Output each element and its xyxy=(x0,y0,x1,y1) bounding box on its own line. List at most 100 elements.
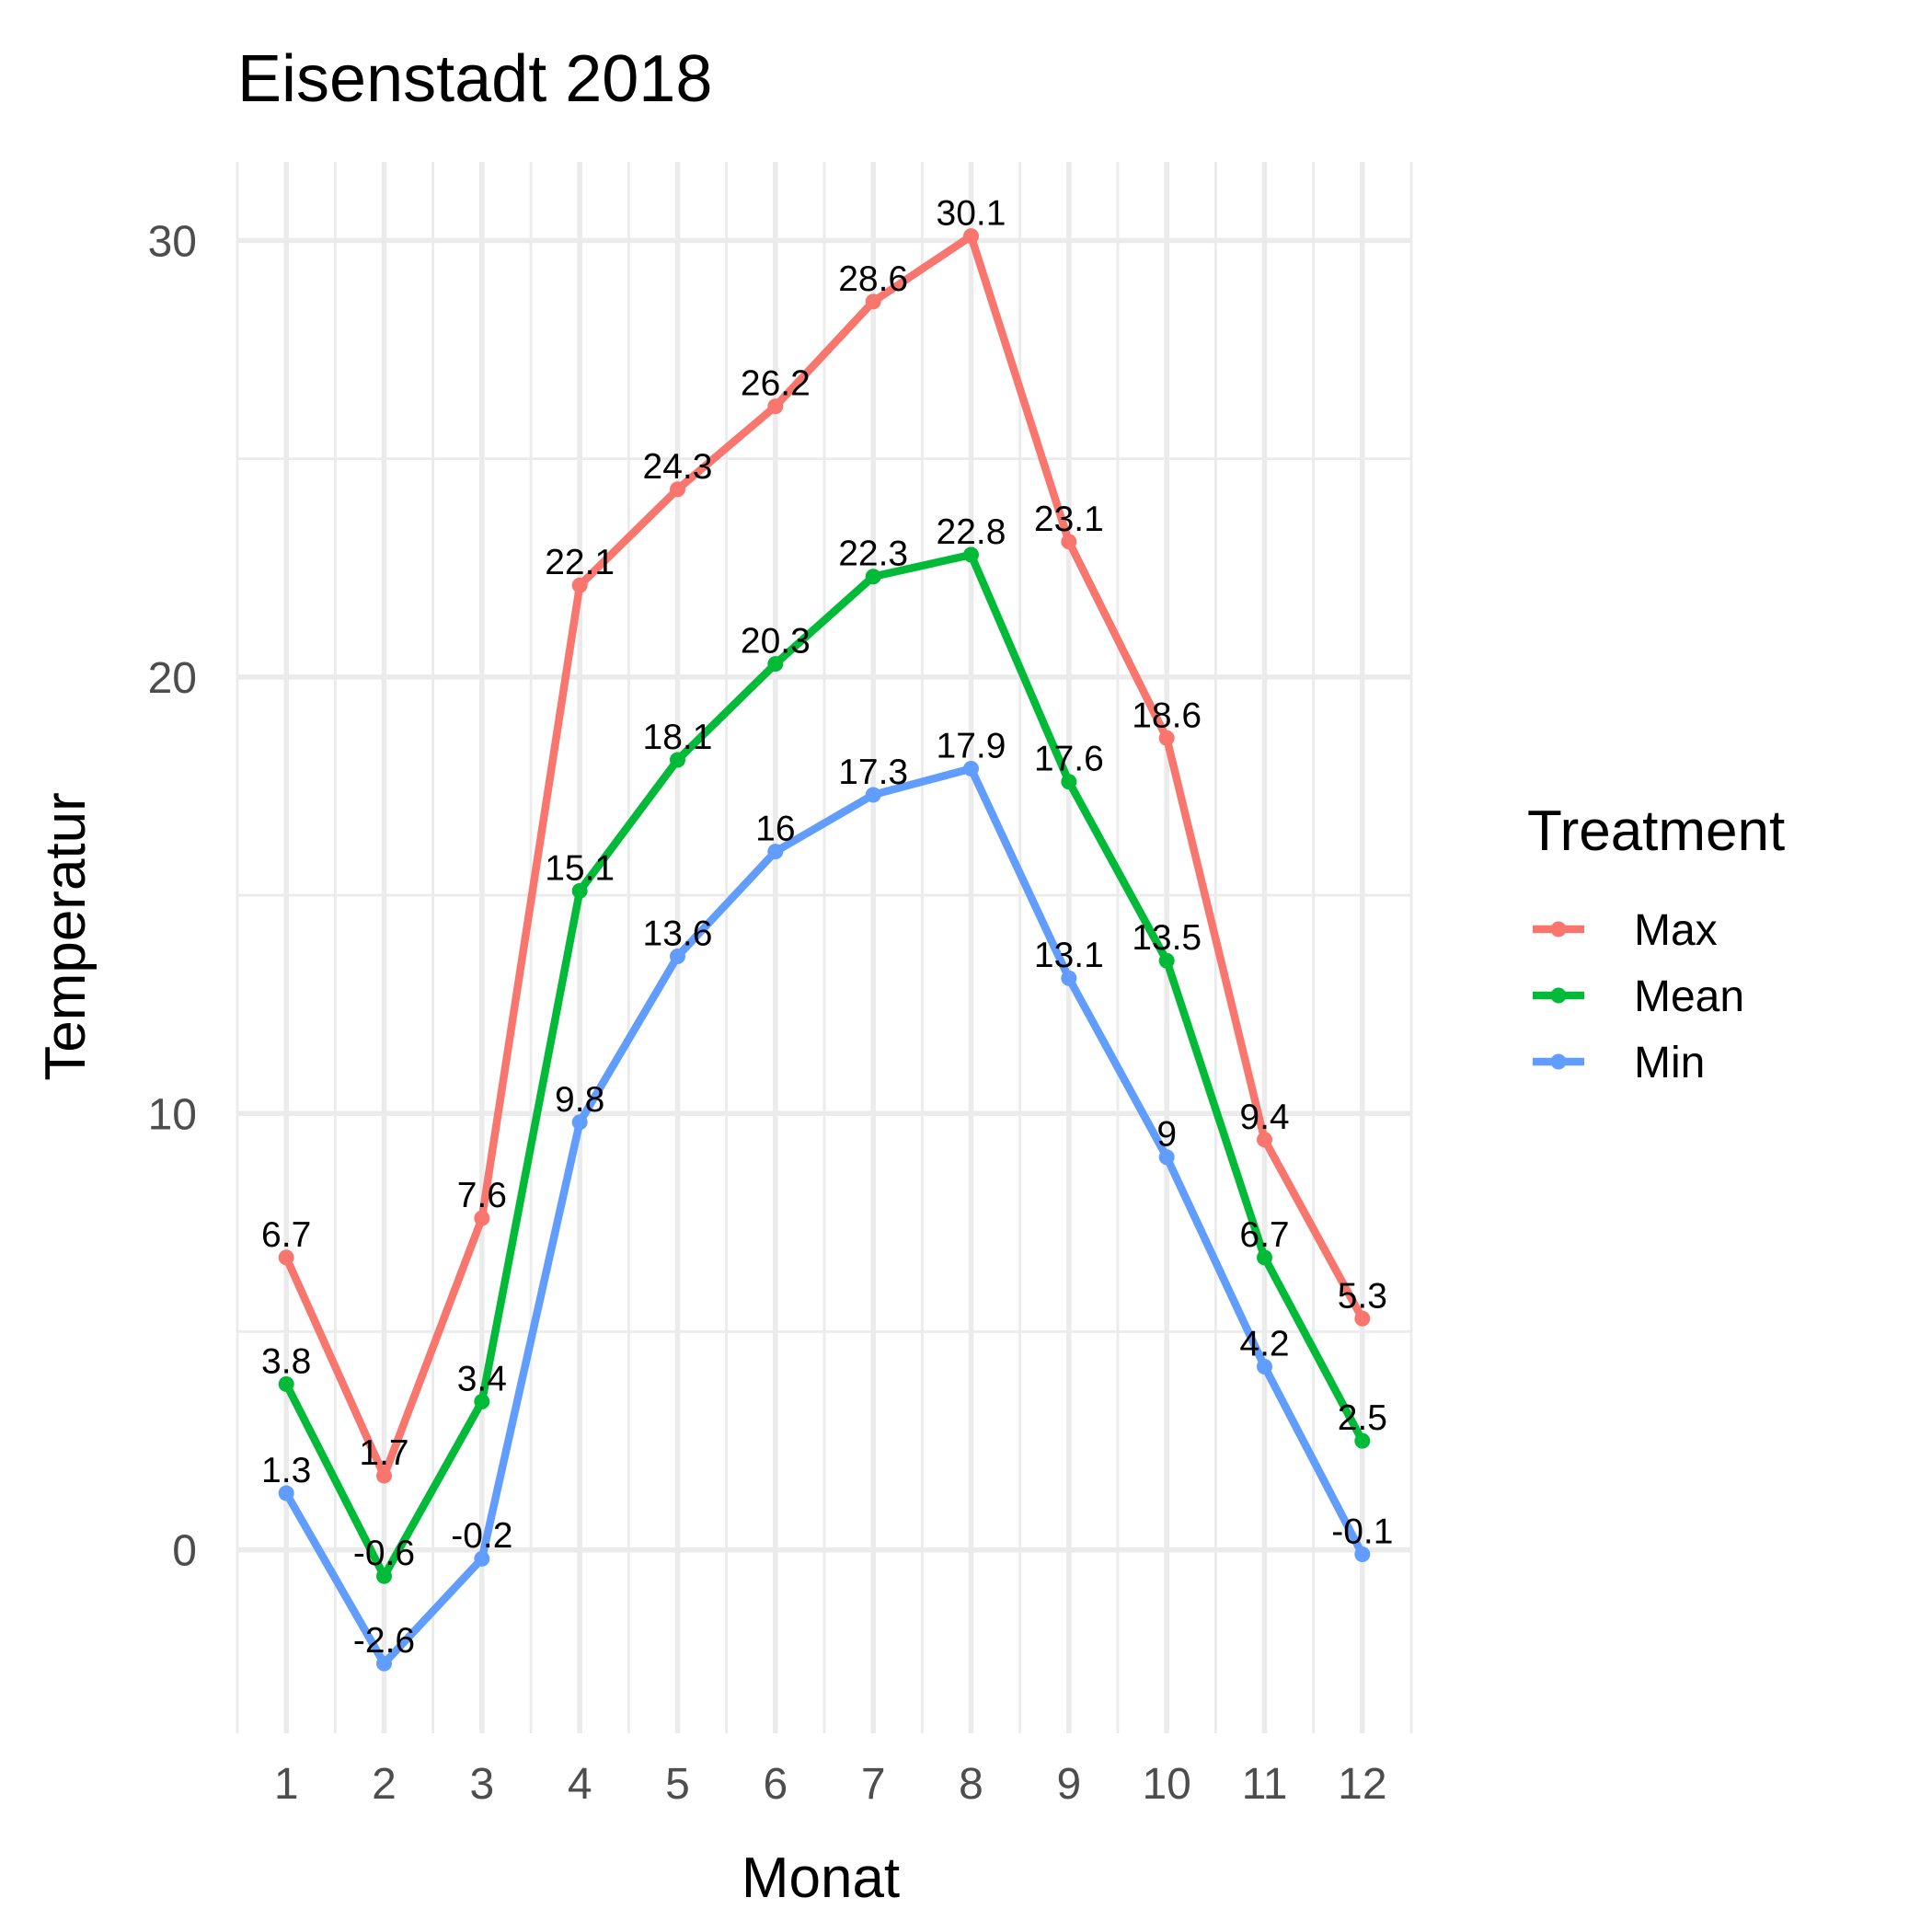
data-point-min xyxy=(767,844,784,860)
data-label-min: 9.8 xyxy=(555,1080,604,1120)
data-point-mean xyxy=(571,882,588,899)
legend-key-point-max xyxy=(1550,921,1567,937)
legend-label-max: Max xyxy=(1634,906,1718,955)
data-label-min: 1.3 xyxy=(261,1451,311,1490)
data-label-mean: -0.6 xyxy=(353,1534,415,1573)
series-line-max xyxy=(282,232,1366,1480)
data-point-mean xyxy=(865,569,881,585)
x-tick-label: 10 xyxy=(1142,1760,1190,1809)
data-label-mean: 2.5 xyxy=(1338,1398,1387,1438)
data-point-max xyxy=(1257,1132,1272,1148)
data-point-mean xyxy=(1354,1432,1371,1449)
data-label-min: -0.1 xyxy=(1331,1512,1393,1551)
data-point-max xyxy=(474,1210,490,1226)
x-axis-ticks: 1 2 3 4 5 6 7 8 9 10 11 12 xyxy=(274,1760,1387,1809)
data-point-min xyxy=(670,948,685,964)
series-points xyxy=(278,228,1371,1672)
data-point-mean xyxy=(278,1375,294,1392)
data-point-max xyxy=(376,1467,392,1484)
data-point-max xyxy=(1354,1310,1371,1327)
data-point-mean xyxy=(1061,774,1077,790)
data-label-min: 17.9 xyxy=(937,726,1006,765)
legend-key-point-min xyxy=(1550,1053,1567,1070)
legend: Treatment Max Mean Min xyxy=(1527,799,1785,1087)
data-point-max xyxy=(278,1249,294,1266)
x-axis-title: Monat xyxy=(742,1846,900,1910)
data-label-max: 26.2 xyxy=(741,364,811,404)
data-point-min xyxy=(278,1485,294,1501)
data-point-max xyxy=(1061,534,1077,550)
data-labels: 6.7 1.7 7.6 22.1 24.3 26.2 28.6 30.1 23.1 18.6 9.4… xyxy=(261,194,1393,1661)
data-label-min: 13.6 xyxy=(643,914,713,953)
data-label-mean: 17.6 xyxy=(1034,740,1104,779)
data-label-max: 30.1 xyxy=(937,194,1006,234)
data-label-max: 7.6 xyxy=(457,1176,507,1215)
data-label-min: 16 xyxy=(755,810,795,849)
data-label-max: 1.7 xyxy=(359,1433,408,1473)
data-point-min xyxy=(865,787,881,803)
data-point-max xyxy=(963,228,979,245)
y-tick-label: 0 xyxy=(172,1527,197,1576)
x-tick-label: 11 xyxy=(1242,1760,1288,1809)
y-tick-label: 10 xyxy=(148,1090,197,1139)
data-label-min: -2.6 xyxy=(353,1621,415,1661)
data-label-min: 9 xyxy=(1156,1115,1177,1155)
data-point-mean xyxy=(474,1393,490,1409)
data-label-min: 17.3 xyxy=(838,753,908,792)
data-point-min xyxy=(376,1655,392,1672)
data-point-min xyxy=(1158,1149,1175,1166)
data-point-mean xyxy=(670,752,685,768)
x-tick-label: 4 xyxy=(568,1760,592,1809)
data-label-max: 22.1 xyxy=(545,543,615,582)
x-tick-label: 5 xyxy=(665,1760,690,1809)
data-label-mean: 13.5 xyxy=(1132,918,1202,958)
plot-grid xyxy=(236,162,1413,1733)
data-label-max: 18.6 xyxy=(1132,696,1202,735)
legend-title: Treatment xyxy=(1527,799,1785,863)
data-label-max: 9.4 xyxy=(1239,1098,1289,1137)
data-label-min: 4.2 xyxy=(1239,1324,1289,1363)
series-lines xyxy=(282,232,1366,1668)
data-point-max xyxy=(1158,730,1175,746)
data-label-max: 23.1 xyxy=(1034,500,1104,539)
data-label-mean: 22.3 xyxy=(838,535,908,574)
legend-label-min: Min xyxy=(1634,1039,1705,1087)
data-point-mean xyxy=(963,546,979,563)
data-point-max xyxy=(571,577,588,593)
data-label-max: 24.3 xyxy=(643,447,713,487)
data-point-max xyxy=(865,293,881,310)
data-label-min: -0.2 xyxy=(451,1516,512,1556)
legend-label-mean: Mean xyxy=(1634,972,1744,1021)
y-axis-ticks: 0 10 20 30 xyxy=(148,217,197,1575)
data-label-max: 28.6 xyxy=(838,259,908,299)
data-point-max xyxy=(767,398,784,415)
y-tick-label: 30 xyxy=(148,217,197,266)
data-point-min xyxy=(963,760,979,776)
data-point-mean xyxy=(1158,952,1175,969)
data-point-mean xyxy=(376,1568,392,1584)
data-label-mean: 3.8 xyxy=(261,1341,311,1381)
data-point-min xyxy=(474,1550,490,1567)
data-point-mean xyxy=(767,656,784,673)
data-label-mean: 22.8 xyxy=(937,512,1006,552)
data-label-mean: 3.4 xyxy=(457,1359,507,1398)
data-label-mean: 20.3 xyxy=(741,622,811,661)
data-label-min: 13.1 xyxy=(1034,936,1104,975)
data-point-min xyxy=(1257,1358,1272,1374)
data-point-min xyxy=(571,1114,588,1131)
data-point-mean xyxy=(1257,1249,1272,1266)
data-label-mean: 15.1 xyxy=(545,848,615,888)
y-tick-label: 20 xyxy=(148,654,197,703)
x-tick-label: 8 xyxy=(959,1760,983,1809)
data-label-mean: 6.7 xyxy=(1239,1215,1289,1255)
x-tick-label: 12 xyxy=(1338,1760,1386,1809)
x-tick-label: 1 xyxy=(274,1760,299,1809)
y-axis-title: Temperatur xyxy=(34,792,98,1081)
x-tick-label: 3 xyxy=(469,1760,494,1809)
chart-title: Eisenstadt 2018 xyxy=(237,42,712,116)
x-tick-label: 7 xyxy=(861,1760,886,1809)
data-label-max: 6.7 xyxy=(261,1215,311,1255)
x-tick-label: 6 xyxy=(763,1760,788,1809)
x-tick-label: 2 xyxy=(372,1760,397,1809)
data-label-mean: 18.1 xyxy=(643,718,713,757)
